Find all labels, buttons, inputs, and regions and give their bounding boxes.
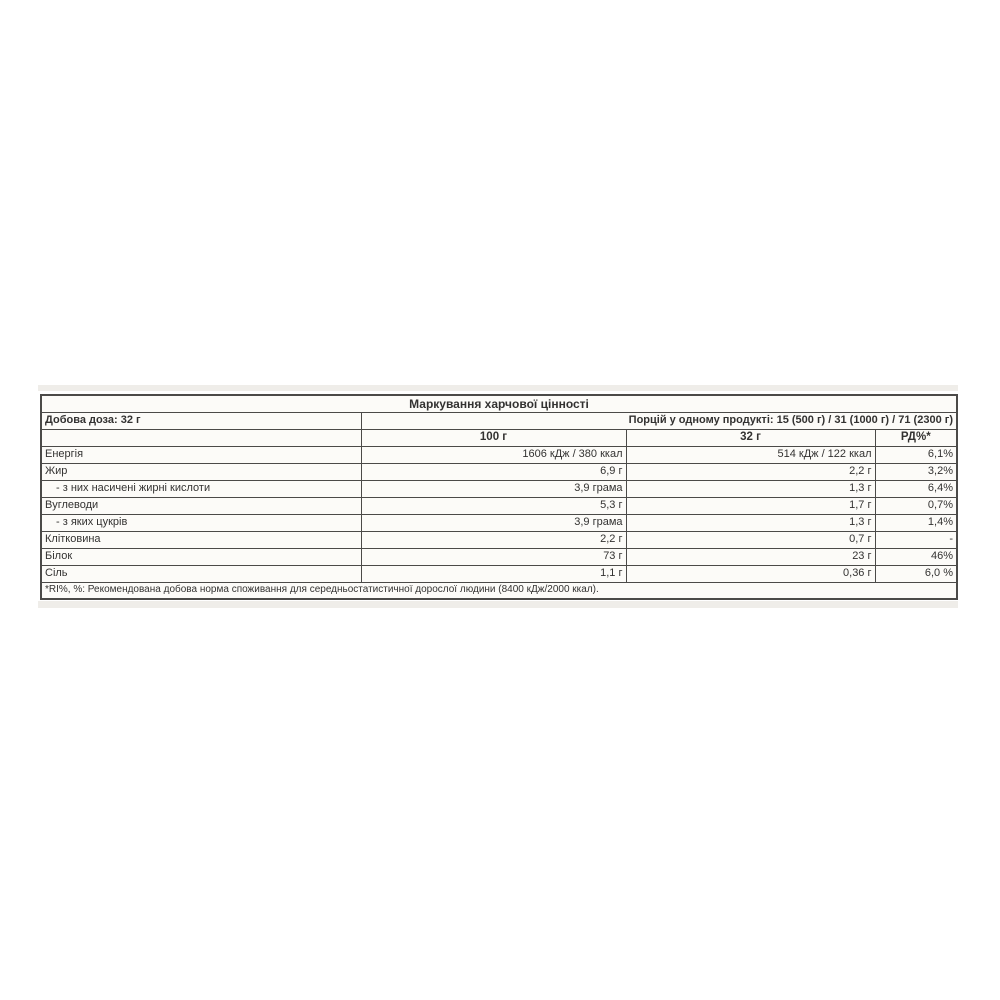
row-value-100g: 5,3 г (360, 496, 627, 515)
row-label: - з них насичені жирні кислоти (40, 479, 362, 498)
image-bottom-edge (38, 601, 958, 608)
row-label: Жир (40, 462, 362, 481)
row-value-100g: 73 г (360, 547, 627, 566)
row-label: Вуглеводи (40, 496, 362, 515)
row-label: Клітковина (40, 530, 362, 549)
row-value-rd: 6,4% (874, 479, 958, 498)
row-value-100g: 3,9 грама (360, 513, 627, 532)
column-header-row: 100 г 32 г РД%* (40, 428, 958, 447)
row-value-rd: 1,4% (874, 513, 958, 532)
row-value-32g: 1,7 г (625, 496, 876, 515)
row-value-32g: 0,7 г (625, 530, 876, 549)
row-value-100g: 1606 кДж / 380 ккал (360, 445, 627, 464)
daily-dose: Добова доза: 32 г (40, 411, 362, 430)
row-value-32g: 2,2 г (625, 462, 876, 481)
row-label: - з яких цукрів (40, 513, 362, 532)
row-label: Енергія (40, 445, 362, 464)
table-row-energy: Енергія 1606 кДж / 380 ккал 514 кДж / 12… (40, 445, 958, 464)
portions-per-product: Порцій у одному продукті: 15 (500 г) / 3… (360, 411, 958, 430)
row-value-rd: - (874, 530, 958, 549)
row-value-rd: 6,1% (874, 445, 958, 464)
table-row-saturated-fat: - з них насичені жирні кислоти 3,9 грама… (40, 479, 958, 498)
dose-portions-row: Добова доза: 32 г Порцій у одному продук… (40, 411, 958, 430)
nutrition-table: Маркування харчової цінності Добова доза… (40, 394, 958, 600)
header-rd-percent: РД%* (874, 428, 958, 447)
footnote-text: *RI%, %: Рекомендована добова норма спож… (40, 581, 958, 600)
table-title-row: Маркування харчової цінності (40, 394, 958, 413)
table-row-fiber: Клітковина 2,2 г 0,7 г - (40, 530, 958, 549)
row-value-100g: 2,2 г (360, 530, 627, 549)
row-value-100g: 1,1 г (360, 564, 627, 583)
table-title: Маркування харчової цінності (40, 394, 958, 413)
row-value-32g: 23 г (625, 547, 876, 566)
table-row-salt: Сіль 1,1 г 0,36 г 6,0 % (40, 564, 958, 583)
row-label: Сіль (40, 564, 362, 583)
image-top-edge (38, 385, 958, 391)
table-row-carbohydrates: Вуглеводи 5,3 г 1,7 г 0,7% (40, 496, 958, 515)
footnote-row: *RI%, %: Рекомендована добова норма спож… (40, 581, 958, 600)
header-per-32g: 32 г (625, 428, 876, 447)
row-value-rd: 46% (874, 547, 958, 566)
row-value-100g: 6,9 г (360, 462, 627, 481)
row-value-100g: 3,9 грама (360, 479, 627, 498)
table-row-fat: Жир 6,9 г 2,2 г 3,2% (40, 462, 958, 481)
table-row-protein: Білок 73 г 23 г 46% (40, 547, 958, 566)
row-value-32g: 1,3 г (625, 479, 876, 498)
row-value-32g: 514 кДж / 122 ккал (625, 445, 876, 464)
header-empty (40, 428, 362, 447)
row-value-rd: 3,2% (874, 462, 958, 481)
row-value-rd: 0,7% (874, 496, 958, 515)
row-label: Білок (40, 547, 362, 566)
row-value-32g: 0,36 г (625, 564, 876, 583)
nutrition-label-image: Маркування харчової цінності Добова доза… (38, 385, 958, 608)
header-per-100g: 100 г (360, 428, 627, 447)
row-value-rd: 6,0 % (874, 564, 958, 583)
row-value-32g: 1,3 г (625, 513, 876, 532)
table-row-sugars: - з яких цукрів 3,9 грама 1,3 г 1,4% (40, 513, 958, 532)
